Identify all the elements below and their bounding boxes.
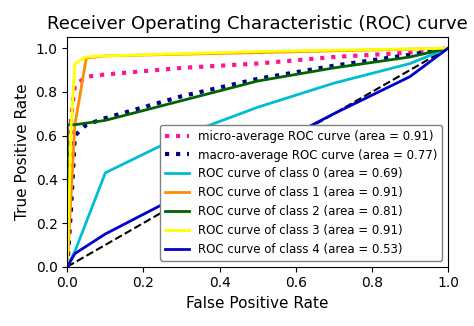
ROC curve of class 1 (area = 0.91): [102, 54, 108, 58]
Line: ROC curve of class 2 (area = 0.81): ROC curve of class 2 (area = 0.81): [67, 48, 448, 267]
ROC curve of class 3 (area = 0.91): [64, 265, 70, 269]
micro-average ROC curve (area = 0.91): [68, 116, 74, 120]
ROC curve of class 4 (area = 0.53): [102, 232, 108, 236]
micro-average ROC curve (area = 0.91): [64, 265, 70, 269]
Legend: micro-average ROC curve (area = 0.91), macro-average ROC curve (area = 0.77), RO: micro-average ROC curve (area = 0.91), m…: [160, 125, 442, 261]
macro-average ROC curve (area = 0.77): [445, 46, 451, 50]
Title: Receiver Operating Characteristic (ROC) curve: Receiver Operating Characteristic (ROC) …: [47, 15, 468, 33]
ROC curve of class 4 (area = 0.53): [255, 151, 261, 155]
ROC curve of class 2 (area = 0.81): [407, 55, 413, 59]
ROC curve of class 3 (area = 0.91): [255, 50, 261, 53]
ROC curve of class 1 (area = 0.91): [255, 51, 261, 54]
ROC curve of class 2 (area = 0.81): [72, 123, 78, 127]
Line: ROC curve of class 3 (area = 0.91): ROC curve of class 3 (area = 0.91): [67, 48, 448, 267]
Line: ROC curve of class 4 (area = 0.53): ROC curve of class 4 (area = 0.53): [67, 48, 448, 267]
ROC curve of class 2 (area = 0.81): [64, 123, 70, 127]
ROC curve of class 0 (area = 0.69): [331, 81, 337, 85]
micro-average ROC curve (area = 0.91): [407, 51, 413, 54]
ROC curve of class 4 (area = 0.53): [331, 112, 337, 116]
micro-average ROC curve (area = 0.91): [331, 55, 337, 59]
ROC curve of class 3 (area = 0.91): [68, 125, 74, 129]
micro-average ROC curve (area = 0.91): [255, 62, 261, 66]
ROC curve of class 2 (area = 0.81): [102, 118, 108, 122]
ROC curve of class 3 (area = 0.91): [83, 55, 89, 59]
ROC curve of class 1 (area = 0.91): [72, 123, 78, 127]
ROC curve of class 2 (area = 0.81): [179, 99, 184, 103]
ROC curve of class 4 (area = 0.53): [445, 46, 451, 50]
ROC curve of class 2 (area = 0.81): [64, 265, 70, 269]
macro-average ROC curve (area = 0.77): [141, 105, 146, 109]
Line: ROC curve of class 0 (area = 0.69): ROC curve of class 0 (area = 0.69): [67, 48, 448, 267]
ROC curve of class 0 (area = 0.69): [102, 171, 108, 175]
micro-average ROC curve (area = 0.91): [445, 46, 451, 50]
micro-average ROC curve (area = 0.91): [83, 75, 89, 79]
ROC curve of class 1 (area = 0.91): [445, 46, 451, 50]
ROC curve of class 4 (area = 0.53): [72, 252, 78, 256]
ROC curve of class 0 (area = 0.69): [407, 62, 413, 66]
Y-axis label: True Positive Rate: True Positive Rate: [15, 84, 30, 220]
ROC curve of class 3 (area = 0.91): [445, 46, 451, 50]
Line: micro-average ROC curve (area = 0.91): micro-average ROC curve (area = 0.91): [67, 48, 448, 267]
micro-average ROC curve (area = 0.91): [102, 72, 108, 76]
ROC curve of class 0 (area = 0.69): [179, 134, 184, 138]
ROC curve of class 1 (area = 0.91): [64, 265, 70, 269]
ROC curve of class 4 (area = 0.53): [179, 193, 184, 197]
ROC curve of class 4 (area = 0.53): [64, 265, 70, 269]
ROC curve of class 0 (area = 0.69): [72, 249, 78, 253]
micro-average ROC curve (area = 0.91): [179, 66, 184, 70]
macro-average ROC curve (area = 0.77): [83, 123, 89, 127]
ROC curve of class 0 (area = 0.69): [64, 265, 70, 269]
ROC curve of class 1 (area = 0.91): [83, 56, 89, 60]
ROC curve of class 4 (area = 0.53): [407, 75, 413, 79]
macro-average ROC curve (area = 0.77): [407, 53, 413, 57]
macro-average ROC curve (area = 0.77): [255, 77, 261, 81]
macro-average ROC curve (area = 0.77): [64, 265, 70, 269]
macro-average ROC curve (area = 0.77): [102, 116, 108, 120]
micro-average ROC curve (area = 0.91): [72, 83, 78, 87]
macro-average ROC curve (area = 0.77): [68, 206, 74, 210]
ROC curve of class 2 (area = 0.81): [445, 46, 451, 50]
ROC curve of class 0 (area = 0.69): [255, 105, 261, 109]
X-axis label: False Positive Rate: False Positive Rate: [186, 296, 329, 311]
Line: ROC curve of class 1 (area = 0.91): ROC curve of class 1 (area = 0.91): [67, 48, 448, 267]
macro-average ROC curve (area = 0.77): [72, 134, 78, 138]
Line: macro-average ROC curve (area = 0.77): macro-average ROC curve (area = 0.77): [67, 48, 448, 267]
ROC curve of class 2 (area = 0.81): [255, 79, 261, 83]
ROC curve of class 3 (area = 0.91): [102, 54, 108, 58]
macro-average ROC curve (area = 0.77): [179, 94, 184, 98]
ROC curve of class 0 (area = 0.69): [445, 46, 451, 50]
ROC curve of class 2 (area = 0.81): [331, 66, 337, 70]
macro-average ROC curve (area = 0.77): [331, 64, 337, 68]
ROC curve of class 3 (area = 0.91): [72, 62, 78, 66]
